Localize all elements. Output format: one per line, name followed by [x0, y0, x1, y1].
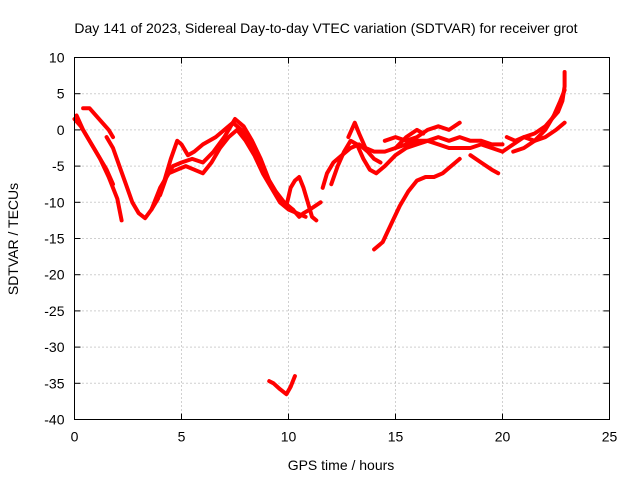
series-line-trace-5 — [149, 127, 308, 219]
series-line-trace-2 — [74, 113, 124, 223]
y-tick-label: 10 — [49, 50, 65, 66]
x-tick-label: 20 — [495, 429, 511, 445]
y-tick-label: -10 — [44, 194, 64, 210]
series-line-trace-17 — [504, 120, 567, 143]
series-line-trace-6 — [158, 117, 295, 212]
series-line-trace-10 — [346, 120, 505, 154]
grid — [74, 57, 610, 420]
x-tick-label: 25 — [602, 429, 618, 445]
y-tick-label: -40 — [44, 412, 64, 428]
ticks — [74, 57, 610, 420]
series-line-trace-7 — [284, 175, 319, 223]
y-tick-label: 0 — [57, 122, 65, 138]
y-tick-label: -5 — [52, 158, 65, 174]
chart-title: Day 141 of 2023, Sidereal Day-to-day VTE… — [74, 20, 577, 36]
y-tick-label: 5 — [57, 86, 65, 102]
y-axis-label: SDTVAR / TECUs — [5, 183, 21, 295]
y-tick-label: -25 — [44, 303, 64, 319]
x-axis-label: GPS time / hours — [288, 457, 395, 473]
tick-labels: 0 5 10 15 20 25 10 5 0 -5 -10 -15 -20 -25 -30 -35 -40 — [44, 50, 617, 445]
x-tick-label: 5 — [178, 429, 186, 445]
y-tick-label: -20 — [44, 267, 64, 283]
x-tick-label: 15 — [388, 429, 404, 445]
y-tick-label: -15 — [44, 231, 64, 247]
y-tick-label: -35 — [44, 375, 64, 391]
series-line-trace-8 — [320, 142, 383, 190]
series-line-trace-3 — [81, 106, 115, 140]
x-tick-label: 10 — [281, 429, 297, 445]
series-layer — [72, 70, 567, 397]
y-tick-label: -30 — [44, 339, 64, 355]
series-line-trace-14 — [468, 153, 501, 176]
series-line-trace-12 — [393, 127, 426, 150]
series-line-trace-18 — [267, 374, 297, 397]
x-tick-label: 0 — [71, 429, 79, 445]
series-line-trace-16 — [511, 88, 567, 154]
series-line-trace-9 — [329, 138, 505, 187]
series-line-trace-13 — [372, 156, 462, 252]
